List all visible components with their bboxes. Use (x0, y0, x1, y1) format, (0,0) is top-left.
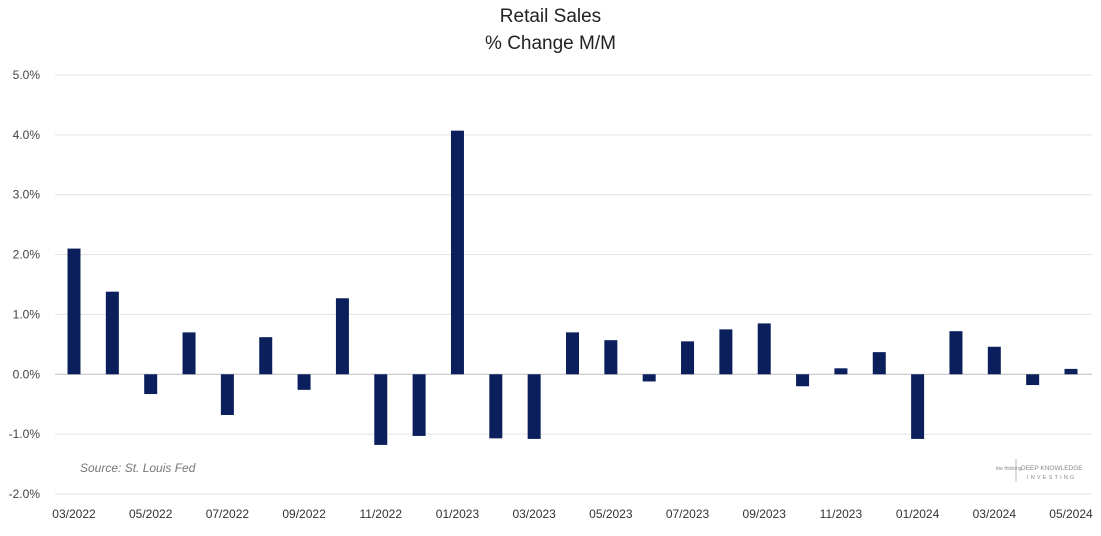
bar (105, 291, 119, 375)
y-tick-label: 2.0% (13, 248, 41, 262)
x-tick-label: 01/2024 (896, 507, 940, 521)
bar (757, 323, 771, 375)
y-tick-label: 4.0% (13, 128, 41, 142)
x-tick-label: 09/2022 (282, 507, 326, 521)
x-tick-label: 05/2024 (1049, 507, 1093, 521)
bar (1026, 374, 1040, 386)
source-note: Source: St. Louis Fed (80, 461, 196, 475)
bar (450, 130, 464, 375)
bar (681, 341, 695, 375)
bar (182, 332, 196, 375)
bar (949, 331, 963, 375)
logo-brand-line1: DEEP KNOWLEDGE (1021, 465, 1083, 472)
x-tick-label: 03/2024 (973, 507, 1017, 521)
bar (796, 374, 810, 387)
x-tick-label: 07/2022 (206, 507, 250, 521)
logo-left-text: the thinking (996, 466, 1022, 472)
bar (527, 374, 541, 439)
x-tick-label: 05/2023 (589, 507, 633, 521)
y-axis-ticks: -2.0% -1.0% 0.0% 1.0% 2.0% 3.0% 4.0% 5.0% (9, 68, 41, 501)
y-tick-label: -2.0% (9, 487, 41, 501)
bars (67, 130, 1078, 445)
x-tick-label: 03/2023 (512, 507, 556, 521)
bar (834, 368, 848, 375)
y-tick-label: 3.0% (13, 188, 41, 202)
bar (489, 374, 503, 439)
bar (872, 352, 886, 375)
bar (67, 248, 81, 375)
bar (259, 337, 273, 375)
bar (1064, 368, 1078, 375)
bar (604, 340, 618, 375)
bar (412, 374, 426, 436)
y-tick-label: 0.0% (13, 367, 41, 381)
bar (297, 374, 311, 390)
chart-subtitle: % Change M/M (485, 33, 616, 54)
x-tick-label: 11/2023 (820, 507, 863, 521)
x-tick-label: 01/2023 (436, 507, 480, 521)
y-tick-label: -1.0% (9, 427, 41, 441)
x-tick-label: 09/2023 (743, 507, 787, 521)
bar (144, 374, 158, 395)
gridlines (55, 74, 1092, 495)
bar (719, 329, 733, 375)
logo: the thinking DEEP KNOWLEDGE INVESTING (996, 459, 1083, 482)
x-tick-label: 03/2022 (52, 507, 96, 521)
x-tick-label: 07/2023 (666, 507, 710, 521)
bar (911, 374, 925, 439)
y-tick-label: 1.0% (13, 307, 41, 321)
bar (566, 332, 579, 375)
x-tick-label: 11/2022 (360, 507, 403, 521)
bar (220, 374, 234, 415)
y-tick-label: 5.0% (13, 68, 41, 82)
bar (335, 298, 349, 375)
bar (374, 374, 388, 445)
chart-title: Retail Sales (499, 6, 602, 27)
x-axis-ticks: 03/2022 05/2022 07/2022 09/2022 11/2022 01/20… (52, 507, 1093, 521)
bar (642, 374, 656, 382)
logo-brand-line2: INVESTING (1027, 475, 1076, 481)
bar (987, 346, 1001, 375)
x-tick-label: 05/2022 (129, 507, 173, 521)
